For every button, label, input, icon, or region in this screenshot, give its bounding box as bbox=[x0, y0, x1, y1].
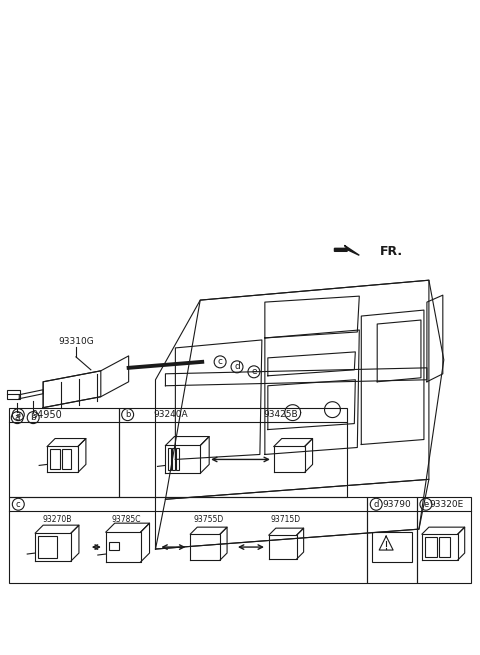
Text: 94950: 94950 bbox=[32, 409, 62, 420]
Text: 93790: 93790 bbox=[383, 500, 411, 509]
Text: 93320E: 93320E bbox=[430, 500, 464, 509]
Bar bbox=[372, 532, 412, 562]
Bar bbox=[176, 449, 180, 470]
Bar bbox=[425, 537, 437, 557]
Bar bbox=[62, 449, 71, 470]
Bar bbox=[50, 449, 60, 470]
Text: FR.: FR. bbox=[380, 245, 403, 258]
Bar bbox=[119, 407, 348, 497]
Text: 93715D: 93715D bbox=[271, 515, 301, 524]
Bar bbox=[439, 537, 450, 557]
Text: 93785C: 93785C bbox=[112, 515, 142, 524]
Text: b: b bbox=[125, 410, 131, 419]
Text: a: a bbox=[16, 410, 21, 419]
Bar bbox=[172, 449, 175, 470]
Text: e: e bbox=[251, 367, 257, 377]
Text: e: e bbox=[423, 500, 429, 509]
Text: a: a bbox=[14, 413, 20, 422]
Text: c: c bbox=[217, 358, 223, 366]
Text: 93240A: 93240A bbox=[153, 410, 188, 419]
Text: 93310G: 93310G bbox=[58, 337, 94, 346]
Bar bbox=[109, 542, 119, 550]
Bar bbox=[417, 497, 471, 583]
Text: d: d bbox=[373, 500, 379, 509]
Bar bbox=[9, 497, 367, 583]
Bar bbox=[9, 407, 119, 497]
Text: b: b bbox=[30, 413, 36, 422]
Text: d: d bbox=[234, 362, 240, 371]
Text: 93755D: 93755D bbox=[193, 515, 223, 524]
Bar bbox=[168, 449, 171, 470]
Text: 93270B: 93270B bbox=[42, 515, 72, 524]
Bar bbox=[367, 497, 417, 583]
Bar bbox=[38, 536, 57, 558]
Text: 93425B: 93425B bbox=[264, 410, 298, 419]
Polygon shape bbox=[335, 246, 360, 255]
Bar bbox=[7, 390, 20, 399]
Text: c: c bbox=[16, 500, 21, 509]
